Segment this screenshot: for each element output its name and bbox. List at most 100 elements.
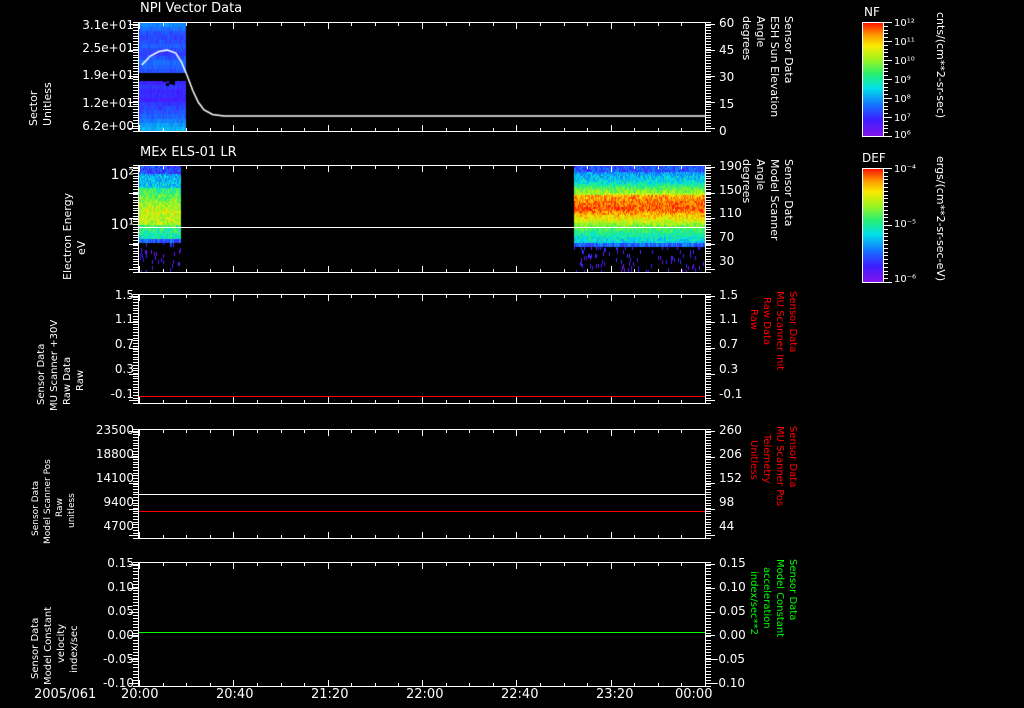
els-y2tick-2: 110 bbox=[719, 206, 742, 220]
p5-ytick-0: 0.15 bbox=[107, 556, 134, 570]
els-left-axis-units: eV bbox=[75, 240, 88, 255]
p3-left-l3: Raw Data bbox=[62, 356, 73, 405]
p5-y2tick-1: 0.10 bbox=[719, 580, 746, 594]
p3-y2tick-1: 1.1 bbox=[719, 312, 739, 326]
p4-y2tick-0: 260 bbox=[719, 423, 742, 437]
p4-trace-red bbox=[139, 511, 705, 512]
p3-right-l3: Raw Data bbox=[761, 297, 772, 346]
npi-right-axis-l4-wrap: degrees bbox=[740, 16, 753, 136]
p3-right-tickmarks bbox=[706, 294, 715, 404]
npi-right-axis-title: Sensor Data bbox=[782, 16, 795, 136]
p3-plot-area bbox=[138, 294, 706, 404]
npi-ytick-0: 3.1e+01 bbox=[82, 18, 134, 32]
els-right-axis-l4-wrap: degrees bbox=[740, 159, 753, 275]
p4-left-l1-wrap: Sensor Data bbox=[30, 448, 42, 536]
npi-plot-area bbox=[138, 22, 706, 132]
p4-plot-area bbox=[138, 429, 706, 539]
p5-ytick-5: -0.10 bbox=[102, 676, 134, 690]
def-colorbar-units: ergs/(cm**2-sr-sec-eV) bbox=[934, 156, 947, 282]
npi-right-axis-l2: ESH Sun Elevation bbox=[768, 16, 781, 118]
p4-ytick-3: 9400 bbox=[103, 495, 134, 509]
els-right-axis-l1: Sensor Data bbox=[782, 159, 795, 227]
npi-ytick-1: 2.5e+01 bbox=[82, 41, 134, 55]
npi-right-axis-l1: Sensor Data bbox=[782, 16, 795, 84]
nf-cbtick-1: 10¹¹ bbox=[894, 37, 915, 48]
time-axis-tick-1: 20:40 bbox=[216, 687, 254, 702]
p3-right-l1-wrap: Sensor Data bbox=[786, 291, 798, 409]
p5-left-l1-wrap: Sensor Data bbox=[30, 583, 42, 679]
els-y2tick-1: 150 bbox=[719, 183, 742, 197]
time-axis-tick-2: 21:20 bbox=[311, 687, 349, 702]
nf-cbtick-2: 10¹⁰ bbox=[894, 56, 915, 67]
p3-ytick-2: 0.7 bbox=[114, 337, 134, 351]
nf-cbtick-4: 10⁸ bbox=[894, 94, 911, 105]
p5-right-tickmarks bbox=[706, 562, 715, 687]
p5-left-l2-wrap: Model Constant bbox=[43, 577, 55, 685]
els-y2tick-3: 70 bbox=[719, 230, 735, 244]
p4-left-l2: Model Scanner Pos bbox=[43, 459, 53, 544]
els-right-axis-l3-wrap: Angle bbox=[754, 159, 767, 275]
p4-right-tickmarks bbox=[706, 429, 715, 539]
p4-ytick-0: 23500 bbox=[95, 423, 134, 437]
npi-y2tick-3: 15 bbox=[719, 97, 735, 111]
p5-y2tick-5: -0.10 bbox=[714, 676, 746, 690]
time-axis-tick-4: 22:40 bbox=[501, 687, 539, 702]
els-scanner-angle-line bbox=[139, 227, 705, 228]
p4-left-l3: Raw bbox=[55, 498, 65, 517]
p3-right-l2: MU Scanner Init bbox=[774, 291, 785, 371]
nf-colorbar-units-wrap: cnts/(cm**2-sr-sec) bbox=[934, 12, 947, 142]
els-y2tick-4: 30 bbox=[719, 254, 735, 268]
p5-ytick-2: 0.05 bbox=[107, 604, 134, 618]
p3-y2tick-0: 1.5 bbox=[719, 288, 739, 302]
p4-left-l4-wrap: unitless bbox=[66, 456, 78, 528]
p4-left-l4: unitless bbox=[67, 493, 77, 528]
time-axis-tick-3: 22:00 bbox=[406, 687, 444, 702]
p5-ytick-1: 0.10 bbox=[107, 580, 134, 594]
els-left-tickmarks bbox=[129, 165, 138, 273]
els-plot-area bbox=[138, 165, 706, 273]
panel-mu-scanner-30v-raw: Sensor Data MU Scanner +30V Raw Data Raw… bbox=[0, 285, 1024, 420]
p3-left-tickmarks bbox=[129, 294, 138, 404]
panel-mex-els-01-lr: MEx ELS-01 LR Electron Energy eV 10² 10¹… bbox=[0, 145, 1024, 285]
def-colorbar-label: DEF bbox=[862, 151, 886, 165]
p5-plot-area bbox=[138, 562, 706, 687]
els-spectrogram bbox=[139, 166, 705, 272]
p4-right-l3: Telemetry bbox=[761, 434, 772, 484]
time-axis-date: 2005/061 bbox=[34, 687, 97, 702]
p5-left-l3-wrap: velocity bbox=[56, 601, 68, 663]
npi-y2tick-4: 0 bbox=[719, 124, 727, 138]
p5-right-l1-wrap: Sensor Data bbox=[786, 559, 798, 689]
def-colorbar-gradient bbox=[862, 168, 884, 283]
p3-ytick-3: 0.3 bbox=[114, 362, 134, 376]
els-ytick-1: 10¹ bbox=[110, 217, 134, 233]
p5-ytick-3: 0.00 bbox=[107, 628, 134, 642]
p5-left-l3: velocity bbox=[56, 623, 67, 663]
p4-y2tick-2: 152 bbox=[719, 471, 742, 485]
p4-left-l1: Sensor Data bbox=[31, 480, 41, 536]
nf-cbtick-5: 10⁷ bbox=[894, 113, 911, 124]
p4-left-l2-wrap: Model Scanner Pos bbox=[42, 438, 54, 544]
p4-ytick-2: 14100 bbox=[95, 471, 134, 485]
p4-right-l1-wrap: Sensor Data bbox=[786, 426, 798, 542]
p5-right-l4-wrap: index/sec**2 bbox=[747, 571, 759, 683]
els-right-axis-l3: Angle bbox=[754, 159, 767, 191]
p3-right-l2-wrap: MU Scanner Init bbox=[773, 291, 785, 409]
p5-y2tick-2: 0.05 bbox=[719, 604, 746, 618]
nf-colorbar-label: NF bbox=[864, 5, 880, 19]
time-axis: 2005/061 20:00 20:40 21:20 22:00 22:40 2… bbox=[0, 686, 1024, 708]
npi-y2tick-0: 60 bbox=[719, 16, 735, 30]
nf-colorbar-tickmarks bbox=[884, 22, 892, 137]
time-axis-tick-5: 23:20 bbox=[596, 687, 634, 702]
p5-y2tick-3: 0.00 bbox=[719, 628, 746, 642]
els-left-axis-units-wrap: eV bbox=[75, 195, 88, 255]
p3-left-l2: MU Scanner +30V bbox=[49, 319, 60, 411]
nf-colorbar-units: cnts/(cm**2-sr-sec) bbox=[934, 12, 947, 119]
p5-left-tickmarks bbox=[129, 562, 138, 687]
p3-ytick-0: 1.5 bbox=[114, 288, 134, 302]
p4-left-l3-wrap: Raw bbox=[54, 467, 66, 517]
npi-y2tick-1: 45 bbox=[719, 43, 735, 57]
p3-right-l4: Raw bbox=[748, 309, 759, 331]
nf-colorbar-canvas bbox=[863, 23, 883, 136]
npi-left-axis-title-l1: Sector bbox=[27, 90, 40, 126]
p3-ytick-1: 1.1 bbox=[114, 312, 134, 326]
